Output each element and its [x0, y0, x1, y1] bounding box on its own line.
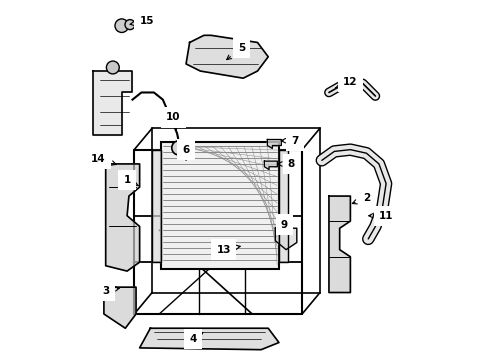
Text: 4: 4 — [190, 333, 203, 344]
Text: 5: 5 — [227, 43, 245, 60]
Polygon shape — [104, 287, 136, 328]
Text: 6: 6 — [182, 145, 190, 160]
Text: 1: 1 — [123, 175, 139, 186]
Polygon shape — [186, 35, 268, 78]
Polygon shape — [93, 71, 132, 135]
Circle shape — [172, 141, 186, 155]
Polygon shape — [140, 328, 279, 350]
Polygon shape — [265, 161, 277, 170]
Circle shape — [106, 61, 119, 74]
Polygon shape — [275, 228, 297, 249]
Text: 9: 9 — [280, 220, 288, 230]
Bar — [161, 143, 279, 269]
Polygon shape — [329, 196, 350, 293]
Polygon shape — [152, 150, 161, 262]
Polygon shape — [279, 150, 288, 262]
Text: 2: 2 — [352, 193, 370, 204]
Text: 14: 14 — [91, 154, 116, 165]
Text: 8: 8 — [278, 159, 295, 169]
Text: 15: 15 — [130, 16, 154, 26]
Polygon shape — [106, 164, 140, 271]
Text: 10: 10 — [166, 112, 181, 130]
Text: 13: 13 — [216, 245, 240, 255]
Text: 3: 3 — [102, 286, 120, 296]
Polygon shape — [268, 139, 281, 148]
Circle shape — [115, 19, 128, 32]
Text: 7: 7 — [281, 136, 299, 146]
Text: 12: 12 — [335, 77, 358, 88]
Text: 11: 11 — [368, 211, 393, 221]
Circle shape — [125, 19, 135, 30]
